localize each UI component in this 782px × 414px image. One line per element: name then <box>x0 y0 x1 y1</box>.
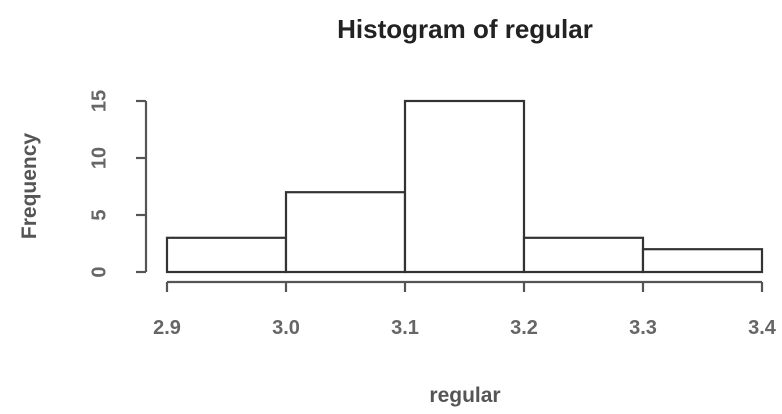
chart-title: Histogram of regular <box>337 14 593 44</box>
y-tick-label-4: 15 <box>88 90 110 112</box>
x-tick-label-2: 3.0 <box>272 317 300 339</box>
x-tick-label-5: 3.3 <box>629 317 657 339</box>
x-tick-label-6: 3.4 <box>748 317 777 339</box>
y-axis: 0 5 10 15 <box>88 90 148 278</box>
x-axis-label: regular <box>429 384 500 407</box>
histogram-bar-2 <box>284 191 407 274</box>
histogram-bar-3 <box>403 99 526 274</box>
x-tick-label-4: 3.2 <box>510 317 538 339</box>
y-tick-label-3: 10 <box>88 147 110 169</box>
x-axis: 2.9 3.0 3.1 3.2 3.3 3.4 <box>153 280 777 339</box>
histogram-bars <box>165 99 764 274</box>
histogram-bar-1 <box>165 236 288 274</box>
histogram-bar-5 <box>641 248 764 274</box>
y-tick-label-1: 0 <box>88 266 110 277</box>
y-tick-label-2: 5 <box>88 209 110 220</box>
y-axis-label: Frequency <box>18 133 41 240</box>
x-tick-label-1: 2.9 <box>153 317 181 339</box>
histogram-bar-4 <box>522 236 645 274</box>
x-tick-label-3: 3.1 <box>391 317 419 339</box>
